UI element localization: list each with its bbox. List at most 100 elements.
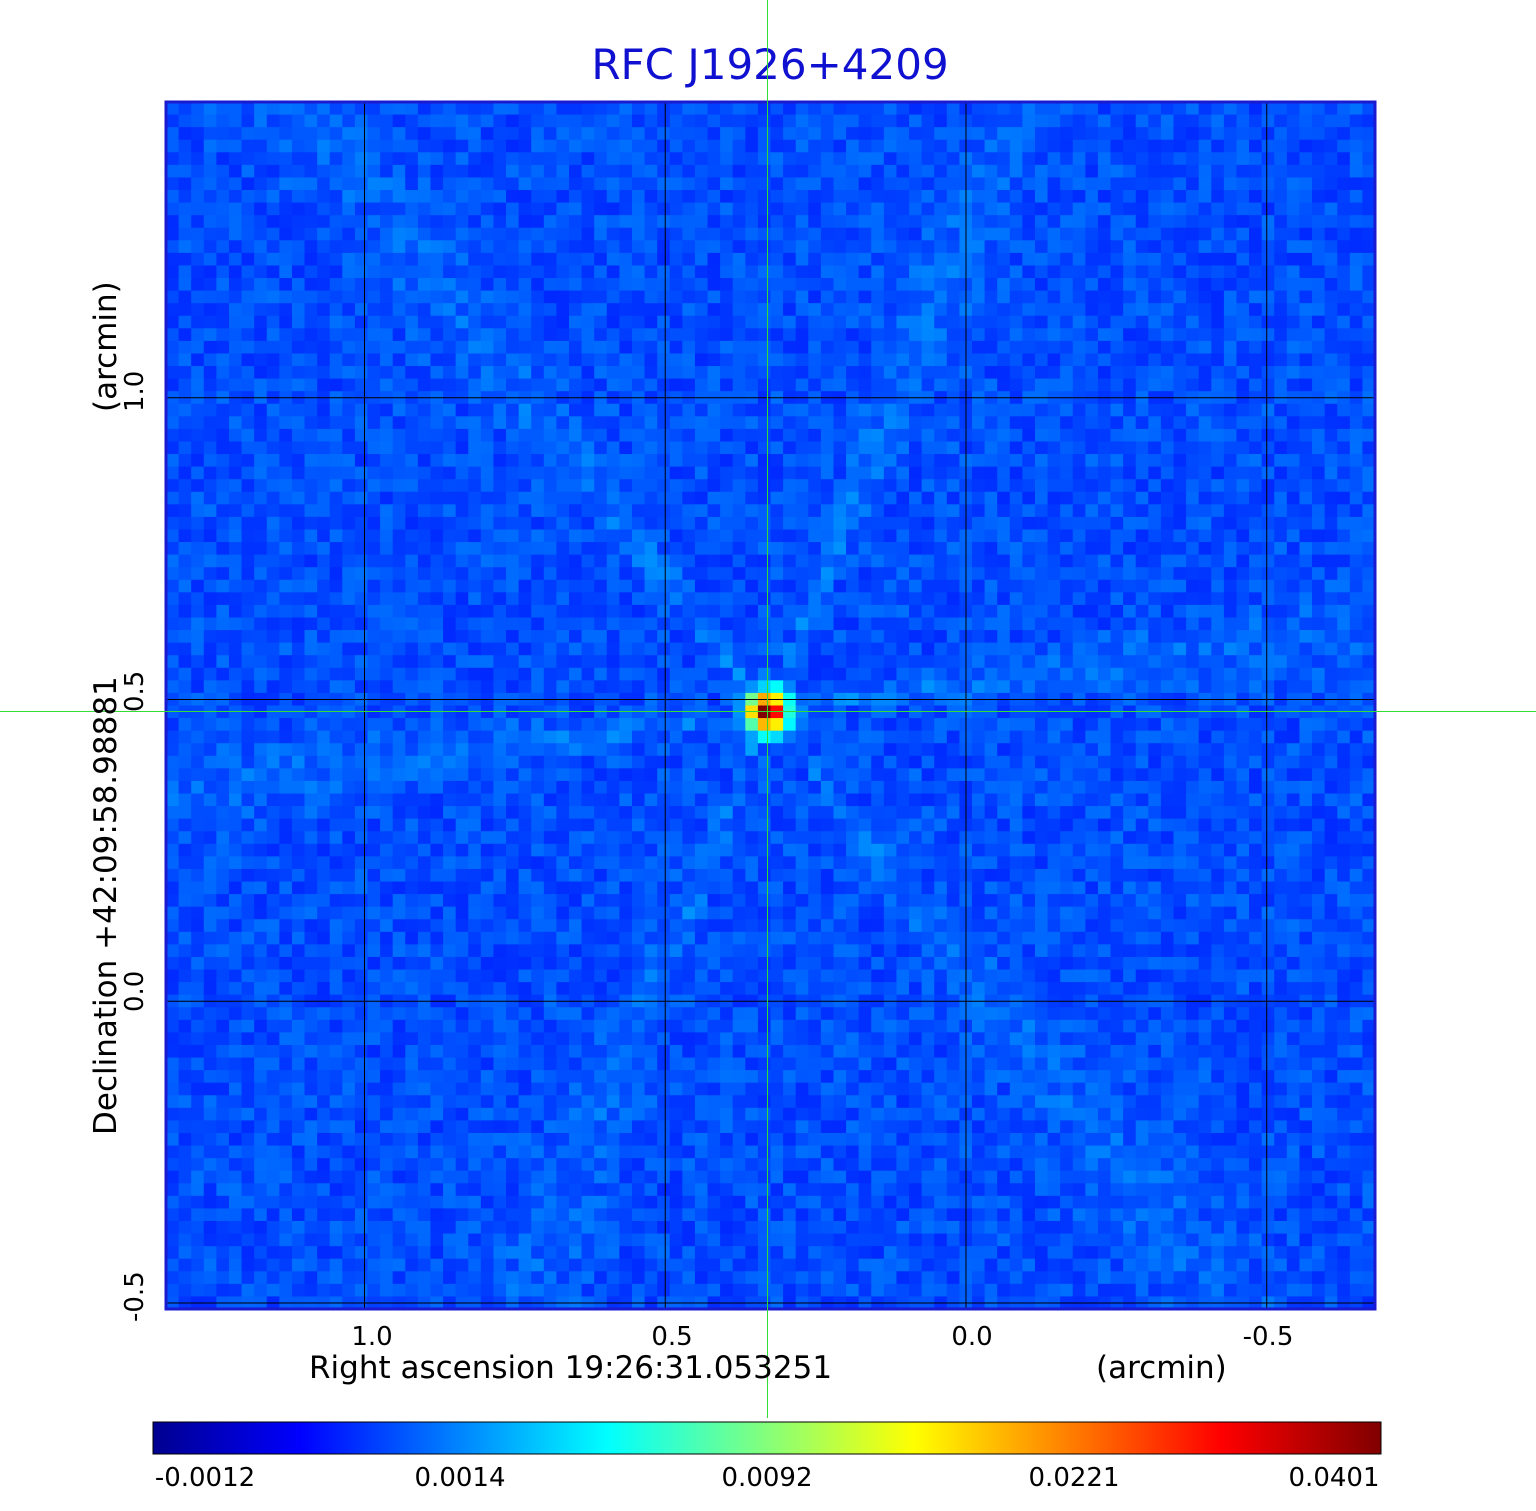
image-pixel [417,516,432,531]
image-pixel [669,705,683,719]
image-pixel [531,630,545,644]
image-pixel [946,114,960,128]
image-pixel [430,265,444,279]
image-pixel [468,567,482,581]
image-pixel [644,378,658,392]
image-pixel [594,491,608,505]
image-pixel [984,428,998,443]
image-pixel [682,177,696,191]
image-pixel [783,529,797,543]
image-pixel [241,227,255,241]
image-pixel [1249,177,1263,191]
image-pixel [1312,190,1326,204]
image-pixel [1009,592,1023,606]
image-pixel [317,554,331,568]
image-pixel [631,705,646,719]
image-pixel [1337,416,1351,430]
image-pixel [795,617,809,631]
image-pixel [631,516,646,531]
image-pixel [178,416,192,430]
image-pixel [732,529,746,543]
image-pixel [443,102,457,116]
image-pixel [1261,718,1275,732]
image-pixel [1261,227,1275,241]
image-pixel [1362,441,1376,455]
image-pixel [329,366,343,380]
image-pixel [291,240,306,254]
image-pixel [1249,403,1263,417]
image-pixel [1022,441,1036,455]
image-pixel [644,667,658,681]
image-pixel [1362,215,1376,229]
image-pixel [833,177,847,191]
image-pixel [594,378,608,392]
image-pixel [669,655,683,669]
image-pixel [1337,177,1351,191]
image-pixel [1324,240,1338,254]
image-pixel [1034,667,1049,681]
image-pixel [531,278,545,292]
image-pixel [1173,504,1187,518]
image-pixel [191,655,205,669]
image-pixel [216,240,230,254]
image-pixel [1097,491,1112,505]
image-pixel [1299,491,1313,505]
image-pixel [619,604,633,619]
image-pixel [191,667,205,681]
image-pixel [1148,579,1162,593]
image-pixel [1097,328,1112,342]
image-pixel [858,215,872,229]
image-pixel [317,177,331,191]
image-pixel [405,705,419,719]
image-pixel [455,529,469,543]
image-pixel [1362,454,1376,468]
image-pixel [518,504,532,518]
image-pixel [279,454,293,468]
image-pixel [417,705,432,719]
image-pixel [946,680,960,694]
image-pixel [317,353,331,367]
image-pixel [1362,366,1376,380]
image-pixel [216,454,230,468]
image-pixel [178,102,192,116]
image-pixel [178,240,192,254]
image-pixel [493,353,507,367]
image-pixel [493,278,507,292]
image-pixel [468,491,482,505]
image-pixel [682,680,696,694]
image-pixel [392,630,406,644]
image-pixel [569,504,583,518]
image-pixel [1312,127,1326,141]
image-pixel [732,479,746,493]
image-pixel [631,567,646,581]
image-pixel [203,542,217,556]
image-pixel [795,139,809,153]
image-pixel [846,328,860,342]
image-pixel [342,516,356,531]
image-pixel [871,579,885,593]
image-pixel [178,278,192,292]
image-pixel [833,579,847,593]
image-pixel [606,315,620,329]
image-pixel [191,202,205,216]
image-pixel [644,441,658,455]
image-pixel [480,516,495,531]
image-pixel [1097,315,1112,329]
image-pixel [820,491,835,505]
image-pixel [921,667,935,681]
image-pixel [380,303,394,317]
image-pixel [367,378,381,392]
image-pixel [1236,705,1250,719]
image-pixel [1135,340,1149,355]
image-pixel [833,114,847,128]
image-pixel [669,416,683,430]
image-pixel [1312,730,1326,744]
image-pixel [329,164,343,179]
image-pixel [191,102,205,116]
image-pixel [203,114,217,128]
image-pixel [631,353,646,367]
image-pixel [694,579,709,593]
image-pixel [166,504,180,518]
image-pixel [745,265,759,279]
